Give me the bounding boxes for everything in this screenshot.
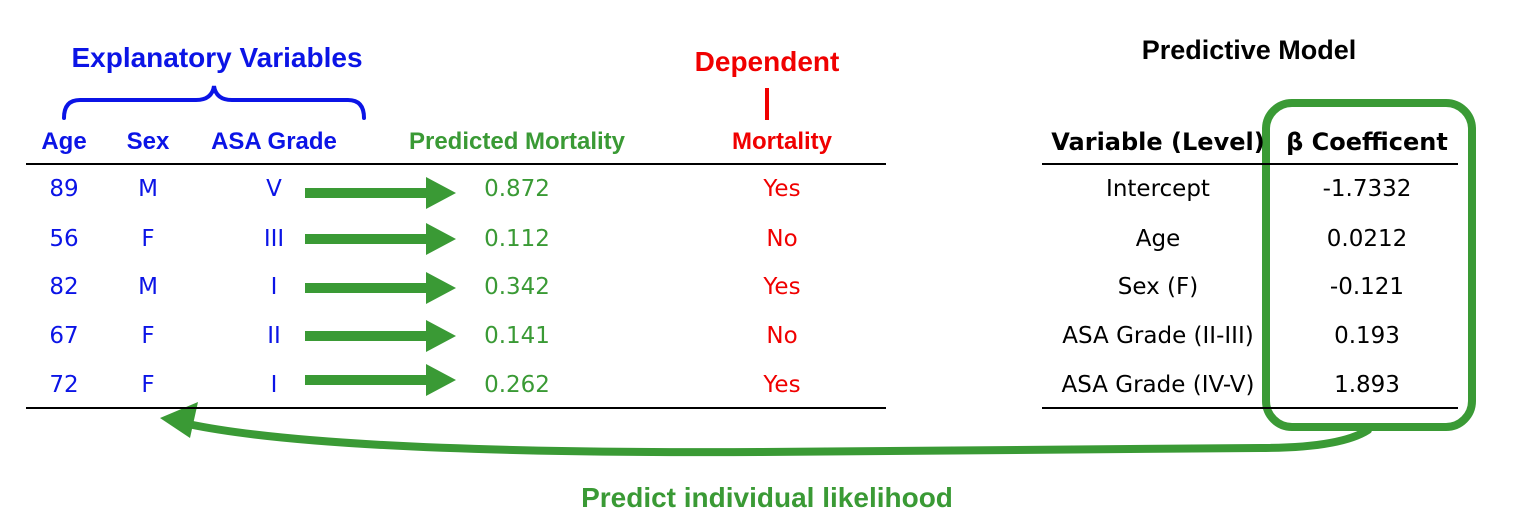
row-sex: M (138, 176, 158, 202)
row-sex: F (141, 372, 155, 398)
model-table-top-rule (1042, 163, 1458, 165)
model-variable: Intercept (1106, 176, 1210, 202)
header-variable-level: Variable (Level) (1051, 128, 1265, 156)
model-table-bottom-rule (1042, 407, 1458, 409)
row-predicted-mortality: 0.872 (484, 176, 550, 202)
row-age: 56 (49, 226, 79, 252)
row-sex: M (138, 274, 158, 300)
model-coefficient: -1.7332 (1322, 176, 1412, 202)
row-mortality: No (766, 323, 798, 349)
row-arrow (305, 364, 456, 396)
row-age: 72 (49, 372, 79, 398)
row-asa-grade: III (263, 226, 285, 252)
explanatory-brace (62, 85, 366, 120)
row-asa-grade: I (270, 372, 278, 398)
row-sex: F (141, 226, 155, 252)
row-age: 89 (49, 176, 79, 202)
row-mortality: Yes (763, 274, 801, 300)
row-predicted-mortality: 0.141 (484, 323, 550, 349)
row-predicted-mortality: 0.342 (484, 274, 550, 300)
row-asa-grade: V (266, 176, 282, 202)
model-coefficient: 0.193 (1334, 323, 1400, 349)
row-sex: F (141, 323, 155, 349)
row-age: 82 (49, 274, 79, 300)
caption-predict-likelihood: Predict individual likelihood (581, 482, 953, 513)
row-predicted-mortality: 0.262 (484, 372, 550, 398)
row-asa-grade: II (267, 323, 281, 349)
row-asa-grade: I (270, 274, 278, 300)
predict-curved-arrow (184, 420, 1372, 457)
row-mortality: Yes (763, 372, 801, 398)
row-age: 67 (49, 323, 79, 349)
header-predicted-mortality: Predicted Mortality (408, 128, 626, 155)
predict-arrowhead (160, 402, 198, 438)
row-arrow (305, 223, 456, 255)
model-variable: ASA Grade (II-III) (1062, 323, 1254, 349)
row-mortality: No (766, 226, 798, 252)
explanatory-variables-title: Explanatory Variables (71, 42, 363, 73)
row-arrow (305, 177, 456, 209)
header-beta-coefficient: β Coefficent (1286, 128, 1448, 156)
model-variable: Age (1135, 226, 1181, 252)
header-age: Age (41, 128, 87, 155)
row-arrow (305, 320, 456, 352)
model-coefficient: 1.893 (1334, 372, 1400, 398)
row-mortality: Yes (763, 176, 801, 202)
model-variable: Sex (F) (1117, 274, 1199, 300)
header-sex: Sex (126, 128, 170, 155)
left-table-bottom-rule (26, 407, 886, 409)
row-arrows (305, 177, 456, 396)
model-coefficient: 0.0212 (1326, 226, 1408, 252)
predictive-model-title: Predictive Model (1141, 35, 1357, 65)
dependent-title: Dependent (694, 46, 840, 77)
model-variable: ASA Grade (IV-V) (1061, 372, 1255, 398)
model-coefficient: -0.121 (1329, 274, 1405, 300)
left-table-top-rule (26, 163, 886, 165)
row-arrow (305, 272, 456, 304)
row-predicted-mortality: 0.112 (484, 226, 550, 252)
header-asa-grade: ASA Grade (211, 128, 337, 155)
header-mortality: Mortality (731, 128, 833, 155)
